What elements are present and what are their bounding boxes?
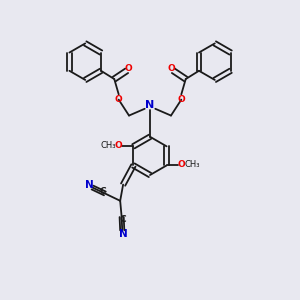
Text: O: O xyxy=(125,64,133,73)
Text: N: N xyxy=(119,229,128,239)
Text: O: O xyxy=(177,95,185,104)
Text: C: C xyxy=(100,187,106,196)
Text: O: O xyxy=(167,64,175,73)
Text: N: N xyxy=(85,180,94,190)
Text: O: O xyxy=(115,141,123,150)
Text: O: O xyxy=(115,95,123,104)
Text: C: C xyxy=(119,215,126,224)
Text: O: O xyxy=(177,160,185,169)
Text: CH₃: CH₃ xyxy=(184,160,200,169)
Text: CH₃: CH₃ xyxy=(100,141,116,150)
Text: N: N xyxy=(146,100,154,110)
